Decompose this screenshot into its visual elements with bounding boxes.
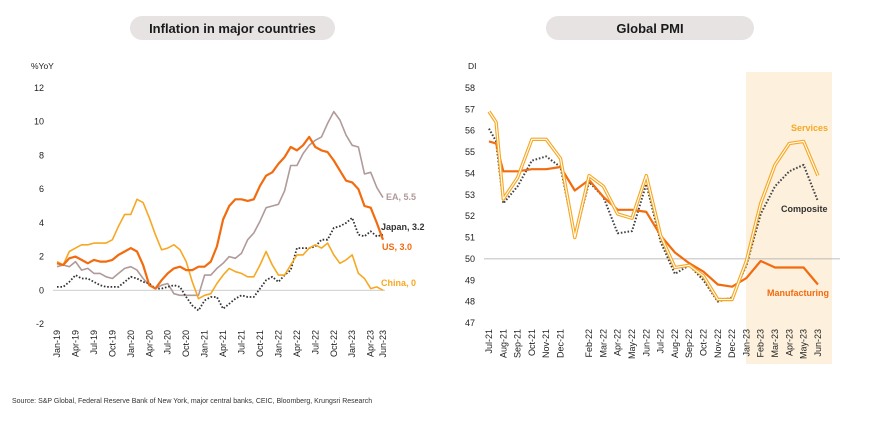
left-x-tick-label: Oct-22 bbox=[329, 330, 339, 357]
left-series-us-line bbox=[56, 135, 385, 290]
left-y-tick-label: 2 bbox=[39, 252, 44, 262]
right-series-manufacturing-line bbox=[488, 140, 819, 288]
right-y-tick-label: 56 bbox=[465, 126, 475, 136]
right-x-tick-label: Aug-22 bbox=[670, 329, 680, 358]
left-series-ea-line bbox=[56, 110, 384, 297]
right-x-tick-label: Jul-22 bbox=[656, 329, 666, 354]
left-x-tick-label: Jul-19 bbox=[89, 330, 99, 355]
right-y-tick-label: 54 bbox=[465, 168, 475, 178]
left-x-tick-label: Apr-19 bbox=[70, 330, 80, 357]
right-y-tick-label: 48 bbox=[465, 297, 475, 307]
right-x-tick-label: Jan-23 bbox=[741, 329, 751, 357]
left-x-tick-label: Jan-20 bbox=[126, 330, 136, 358]
left-x-tick-label: Oct-19 bbox=[107, 330, 117, 357]
left-series-label-us: US, 3.0 bbox=[382, 242, 412, 252]
right-y-tick-label: 49 bbox=[465, 275, 475, 285]
right-y-tick-label: 50 bbox=[465, 254, 475, 264]
right-x-tick-label: Mar-22 bbox=[598, 329, 608, 358]
right-x-tick-label: Jul-21 bbox=[484, 329, 494, 354]
right-x-tick-label: Nov-22 bbox=[713, 329, 723, 358]
left-y-tick-label: 10 bbox=[34, 117, 44, 127]
left-y-tick-label: 0 bbox=[39, 285, 44, 295]
left-x-tick-label: Jul-20 bbox=[163, 330, 173, 355]
left-x-tick-label: Apr-22 bbox=[292, 330, 302, 357]
right-y-tick-label: 55 bbox=[465, 147, 475, 157]
left-series-japan-line bbox=[57, 216, 384, 312]
left-x-tick-label: Jul-21 bbox=[237, 330, 247, 355]
right-x-tick-label: Mar-23 bbox=[770, 329, 780, 358]
left-x-tick-label: Jul-22 bbox=[310, 330, 320, 355]
right-y-tick-label: 52 bbox=[465, 211, 475, 221]
left-x-tick-label: Jun-23 bbox=[378, 330, 388, 358]
right-y-tick-label: 47 bbox=[465, 318, 475, 328]
right-x-tick-label: Oct-22 bbox=[699, 329, 709, 356]
right-x-tick-label: May-23 bbox=[799, 329, 809, 359]
right-x-tick-label: Jun-22 bbox=[641, 329, 651, 357]
right-y-tick-label: 58 bbox=[465, 83, 475, 93]
right-y-tick-label: 57 bbox=[465, 104, 475, 114]
left-series-label-china: China, 0 bbox=[381, 278, 416, 288]
left-x-tick-label: Apr-23 bbox=[366, 330, 376, 357]
source-note: Source: S&P Global, Federal Reserve Bank… bbox=[12, 398, 373, 405]
left-y-unit: %YoY bbox=[31, 61, 54, 71]
left-x-tick-label: Oct-20 bbox=[181, 330, 191, 357]
right-x-tick-label: Jun-23 bbox=[813, 329, 823, 357]
right-x-tick-label: Apr-22 bbox=[613, 329, 623, 356]
left-series-label-ea: EA, 5.5 bbox=[386, 192, 416, 202]
right-series-label-services: Services bbox=[791, 123, 828, 133]
left-chart-title: Inflation in major countries bbox=[130, 16, 335, 40]
right-x-tick-label: Sep-22 bbox=[684, 329, 694, 358]
right-y-unit: DI bbox=[468, 61, 477, 71]
right-x-tick-label: Feb-23 bbox=[756, 329, 766, 358]
right-series-label-composite: Composite bbox=[781, 204, 828, 214]
right-x-tick-label: Nov-21 bbox=[541, 329, 551, 358]
right-chart-title: Global PMI bbox=[546, 16, 754, 40]
left-x-tick-label: Oct-21 bbox=[255, 330, 265, 357]
right-x-tick-label: Sep-21 bbox=[513, 329, 523, 358]
left-x-tick-label: Jan-21 bbox=[200, 330, 210, 358]
right-x-tick-label: Feb-22 bbox=[584, 329, 594, 358]
right-x-tick-label: Dec-21 bbox=[556, 329, 566, 358]
right-series-services-line-inner bbox=[488, 111, 819, 301]
left-x-tick-label: Apr-20 bbox=[144, 330, 154, 357]
left-x-tick-label: Jan-22 bbox=[273, 330, 283, 358]
left-y-tick-label: 6 bbox=[39, 184, 44, 194]
right-series-label-manufacturing: Manufacturing bbox=[767, 288, 829, 298]
left-y-tick-label: 4 bbox=[39, 218, 44, 228]
left-y-tick-label: -2 bbox=[36, 319, 44, 329]
left-x-tick-label: Apr-21 bbox=[218, 330, 228, 357]
right-y-tick-label: 53 bbox=[465, 190, 475, 200]
right-x-tick-label: Apr-23 bbox=[784, 329, 794, 356]
left-x-tick-label: Jan-19 bbox=[52, 330, 62, 358]
right-x-tick-label: Dec-22 bbox=[727, 329, 737, 358]
right-x-tick-label: Aug-21 bbox=[498, 329, 508, 358]
left-y-tick-label: 12 bbox=[34, 83, 44, 93]
right-x-tick-label: May-22 bbox=[627, 329, 637, 359]
left-series-china-line bbox=[56, 198, 384, 300]
right-x-tick-label: Oct-21 bbox=[527, 329, 537, 356]
left-x-tick-label: Jan-23 bbox=[347, 330, 357, 358]
left-y-tick-label: 8 bbox=[39, 150, 44, 160]
right-y-tick-label: 51 bbox=[465, 233, 475, 243]
left-series-label-japan: Japan, 3.2 bbox=[381, 222, 425, 232]
